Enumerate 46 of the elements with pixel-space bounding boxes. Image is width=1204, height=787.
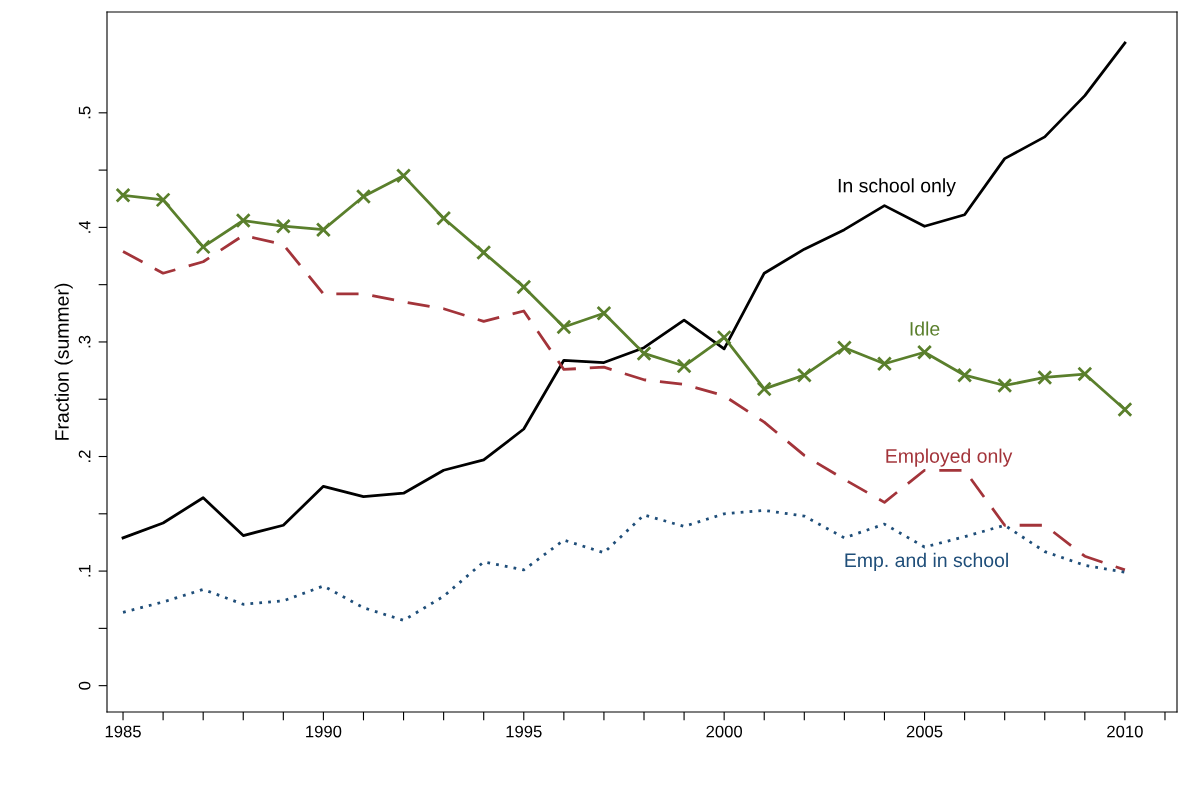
y-tick-label: .3 [78,335,91,348]
point [1117,401,1133,418]
point [756,381,772,397]
point [716,329,732,346]
y-axis-title: Fraction (summer) [54,283,73,440]
x-tick-label: 1985 [105,725,141,738]
point [796,367,812,383]
x-tick-label: 1995 [506,725,542,738]
y-tick-label: .5 [78,106,91,119]
series-label: Idle [910,321,940,336]
y-tick-label: .1 [78,564,91,577]
series-label: In school only [838,178,956,197]
x-tick-label: 1990 [306,725,342,738]
point [435,210,452,226]
point [596,305,612,321]
x-tick-label: 2000 [706,725,743,738]
point [516,279,532,295]
point [195,239,211,255]
y-tick-label: .2 [78,450,91,462]
point [836,340,853,356]
point [676,358,692,374]
point [115,187,131,203]
line-series [121,234,1127,572]
point [916,344,933,360]
y-tick-label: .4 [78,220,91,233]
x-tick-label: 2005 [906,725,943,738]
point [556,319,572,335]
series-label: Employed only [886,448,1013,467]
point [235,212,251,229]
line-series [121,41,1127,540]
point [876,356,893,372]
point [997,377,1013,394]
point [1077,366,1093,382]
point [315,222,332,238]
point [956,367,973,383]
point [275,218,291,234]
line-series [121,508,1127,622]
point [395,168,412,184]
series-label: Emp. and in school [845,552,1008,571]
point [1037,369,1053,386]
x-tick-label: 2010 [1107,725,1143,738]
point [355,188,372,205]
point [636,345,652,362]
point [155,192,171,208]
point [476,244,492,261]
y-tick-label: 0 [78,681,91,690]
